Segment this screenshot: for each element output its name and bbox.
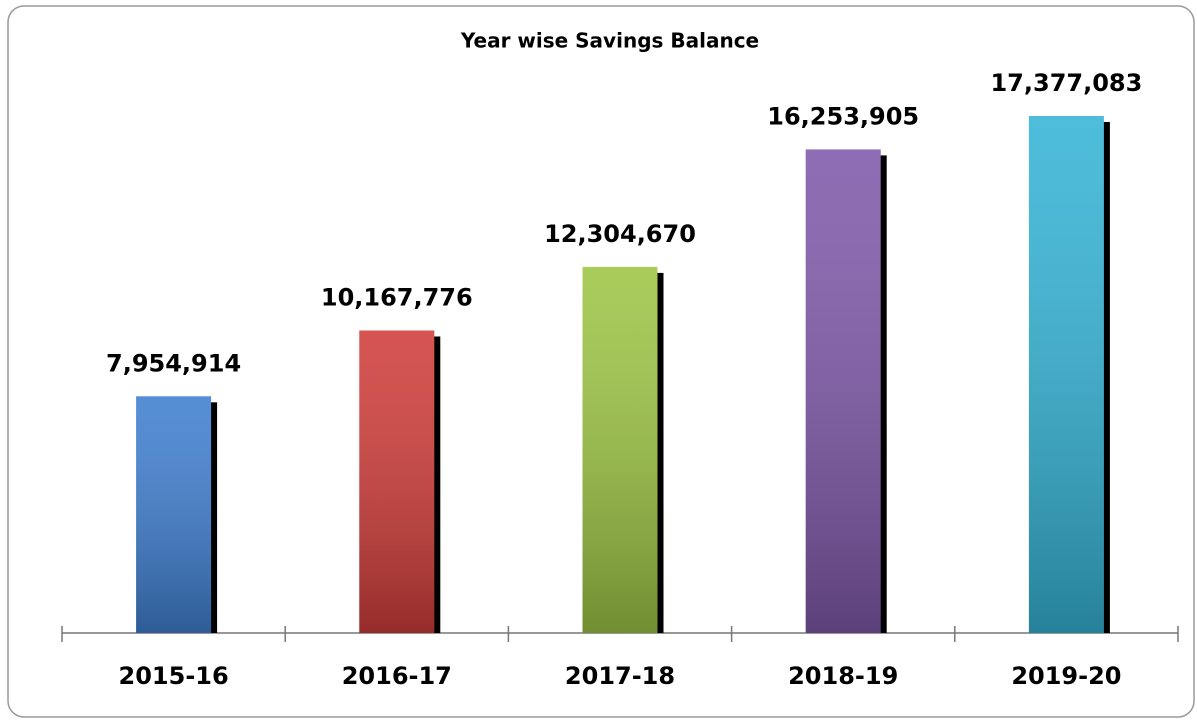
bar-shade [359,330,435,633]
data-label: 12,304,670 [544,220,696,248]
bar-shade [1028,116,1104,633]
data-label: 16,253,905 [767,102,919,130]
x-tick-label: 2015-16 [119,662,229,690]
data-label: 10,167,776 [321,283,473,311]
x-tick-label: 2019-20 [1011,662,1121,690]
bar-shade [582,266,658,633]
bar-shade [136,396,212,633]
x-tick-label: 2016-17 [342,662,452,690]
chart-title: Year wise Savings Balance [460,29,759,53]
x-tick-label: 2018-19 [788,662,898,690]
x-tick-label: 2017-18 [565,662,675,690]
bar-shade [805,149,881,633]
data-label: 17,377,083 [990,69,1142,97]
data-label: 7,954,914 [106,349,241,377]
